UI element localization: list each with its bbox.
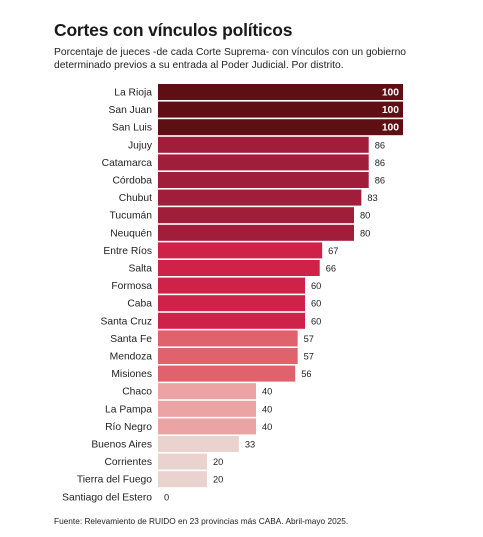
bar	[158, 207, 354, 224]
category-label: Catamarca	[102, 158, 153, 169]
value-label: 33	[245, 440, 255, 450]
bar	[158, 260, 320, 276]
value-label: 100	[382, 88, 399, 99]
value-label: 40	[262, 422, 272, 432]
bar	[158, 189, 362, 206]
bar	[158, 242, 323, 259]
category-label: La Rioja	[114, 88, 152, 99]
value-label: 40	[262, 387, 272, 397]
value-label: 60	[311, 281, 321, 291]
chart-subtitle: Porcentaje de jueces -de cada Corte Supr…	[54, 47, 407, 71]
bar	[158, 224, 354, 241]
bar	[158, 471, 207, 488]
bar	[158, 383, 256, 400]
value-label: 0	[164, 492, 169, 502]
value-label: 83	[367, 193, 377, 203]
value-label: 86	[375, 158, 385, 168]
bar	[158, 154, 369, 171]
value-label: 40	[262, 404, 272, 414]
value-label: 100	[382, 123, 399, 134]
category-label: Córdoba	[113, 176, 153, 187]
bar	[158, 312, 305, 329]
value-label: 86	[375, 176, 385, 186]
value-label: 80	[360, 211, 370, 221]
bar	[158, 101, 403, 118]
category-label: Salta	[129, 264, 153, 275]
category-label: Corrientes	[105, 457, 153, 468]
bar	[158, 277, 305, 294]
category-label: Santa Cruz	[100, 316, 152, 327]
value-label: 20	[213, 475, 223, 485]
value-label: 60	[311, 316, 321, 326]
value-label: 66	[326, 264, 336, 274]
category-label: Mendoza	[110, 352, 153, 363]
bar	[158, 400, 256, 417]
value-label: 57	[304, 352, 314, 362]
category-label: San Juan	[108, 105, 152, 116]
category-label: Tucumán	[109, 211, 152, 222]
value-label: 57	[304, 334, 314, 344]
bar	[158, 84, 403, 100]
category-label: Buenos Aires	[91, 440, 152, 451]
category-label: San Luis	[112, 123, 152, 134]
category-label: Santa Fe	[110, 334, 152, 345]
value-label: 67	[328, 246, 338, 256]
category-label: Formosa	[111, 281, 152, 292]
bar	[158, 453, 207, 470]
value-label: 60	[311, 299, 321, 309]
bar	[158, 365, 296, 382]
value-label: 20	[213, 457, 223, 467]
category-label: Neuquén	[110, 228, 152, 239]
value-label: 100	[382, 105, 399, 116]
category-label: Caba	[127, 299, 152, 310]
bar	[158, 295, 305, 312]
bar	[158, 418, 256, 435]
chart-title: Cortes con vínculos políticos	[54, 20, 293, 40]
source-note: Fuente: Relevamiento de RUIDO en 23 prov…	[54, 516, 349, 526]
bar	[158, 436, 239, 452]
bar	[158, 172, 369, 188]
bar	[158, 136, 369, 153]
value-label: 80	[360, 228, 370, 238]
category-label: Santiago del Estero	[62, 492, 152, 503]
category-label: Entre Ríos	[103, 246, 152, 257]
bar	[158, 330, 298, 347]
category-label: La Pampa	[105, 404, 152, 415]
bar	[158, 348, 298, 364]
bar	[158, 119, 403, 136]
value-label: 86	[375, 140, 385, 150]
value-label: 56	[301, 369, 311, 379]
category-label: Chaco	[122, 387, 152, 398]
category-label: Chubut	[119, 193, 152, 204]
category-label: Tierra del Fuego	[77, 475, 152, 486]
category-label: Misiones	[111, 369, 152, 380]
category-label: Jujuy	[128, 140, 153, 151]
category-label: Río Negro	[105, 422, 152, 433]
